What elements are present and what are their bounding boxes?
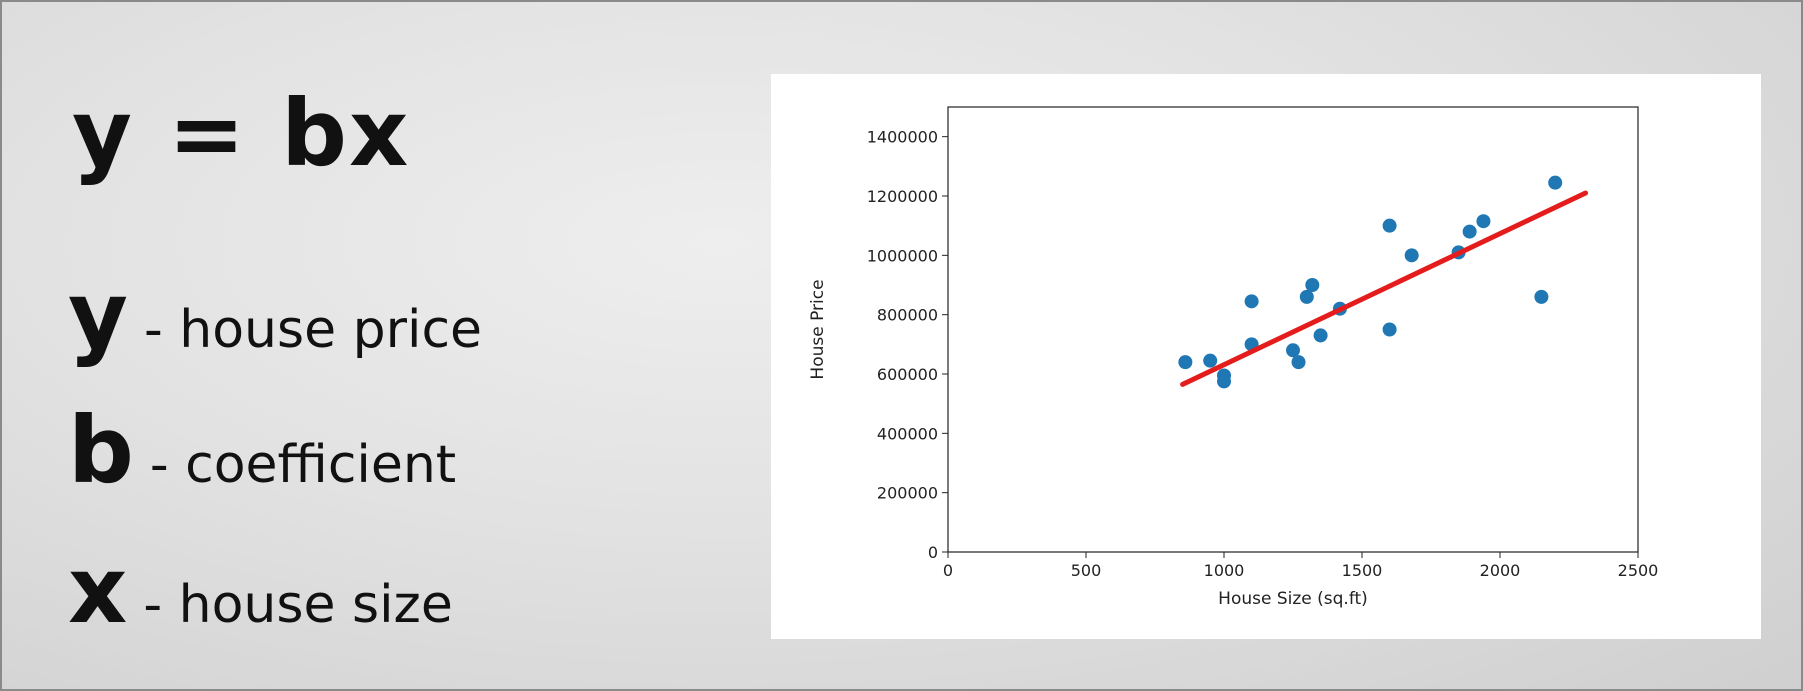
x-tick-label: 0: [943, 561, 953, 580]
data-point: [1404, 248, 1419, 263]
scatter-chart-card: 0 500 1000 1500 2000 2500 0 200000 400000 600000 8…: [771, 74, 1761, 639]
data-point: [1178, 355, 1193, 370]
data-point: [1244, 294, 1259, 309]
y-tick-label: 400000: [877, 424, 938, 443]
definition-b-text: - coefficient: [149, 435, 457, 495]
regression-formula: y = bx: [72, 80, 411, 187]
x-tick-label: 1500: [1342, 561, 1383, 580]
y-tick-label: 600000: [877, 365, 938, 384]
data-point: [1382, 322, 1397, 337]
data-point: [1203, 353, 1218, 368]
definition-y-variable: y: [68, 262, 128, 369]
data-point: [1299, 289, 1314, 304]
data-point: [1476, 214, 1491, 229]
definition-y-text: - house price: [143, 300, 483, 360]
definition-b: b - coefficient: [68, 405, 456, 497]
data-point: [1305, 278, 1320, 292]
scatter-chart: 0 500 1000 1500 2000 2500 0 200000 400000 600000 8…: [808, 106, 1659, 609]
x-tick-label: 1000: [1204, 561, 1245, 580]
data-point: [1382, 218, 1397, 233]
definition-b-variable: b: [68, 397, 134, 504]
data-point: [1286, 343, 1300, 358]
y-tick-label: 1400000: [867, 128, 938, 147]
y-tick-label: 1000000: [867, 246, 938, 265]
plot-area-frame: [947, 106, 1639, 553]
data-point: [1313, 328, 1328, 343]
y-tick-label: 1200000: [867, 187, 938, 206]
x-axis-title: House Size (sq.ft): [1218, 589, 1368, 609]
y-tick-label: 0: [928, 543, 938, 562]
y-tick-label: 800000: [877, 306, 938, 325]
definition-x-variable: x: [68, 537, 128, 644]
definition-x-text: - house size: [143, 575, 453, 635]
x-tick-label: 2000: [1480, 561, 1521, 580]
x-tick-label: 2500: [1618, 561, 1659, 580]
y-axis-title: House Price: [808, 279, 828, 379]
data-point: [1291, 355, 1306, 370]
definition-y: y - house price: [68, 270, 482, 362]
regression-line: [1180, 190, 1589, 387]
data-point: [1217, 374, 1231, 389]
x-tick-label: 500: [1071, 561, 1102, 580]
data-point: [1534, 289, 1549, 304]
definition-x: x - house size: [68, 545, 453, 637]
data-point: [1462, 224, 1477, 239]
y-tick-label: 200000: [877, 484, 938, 503]
data-point: [1548, 175, 1563, 190]
